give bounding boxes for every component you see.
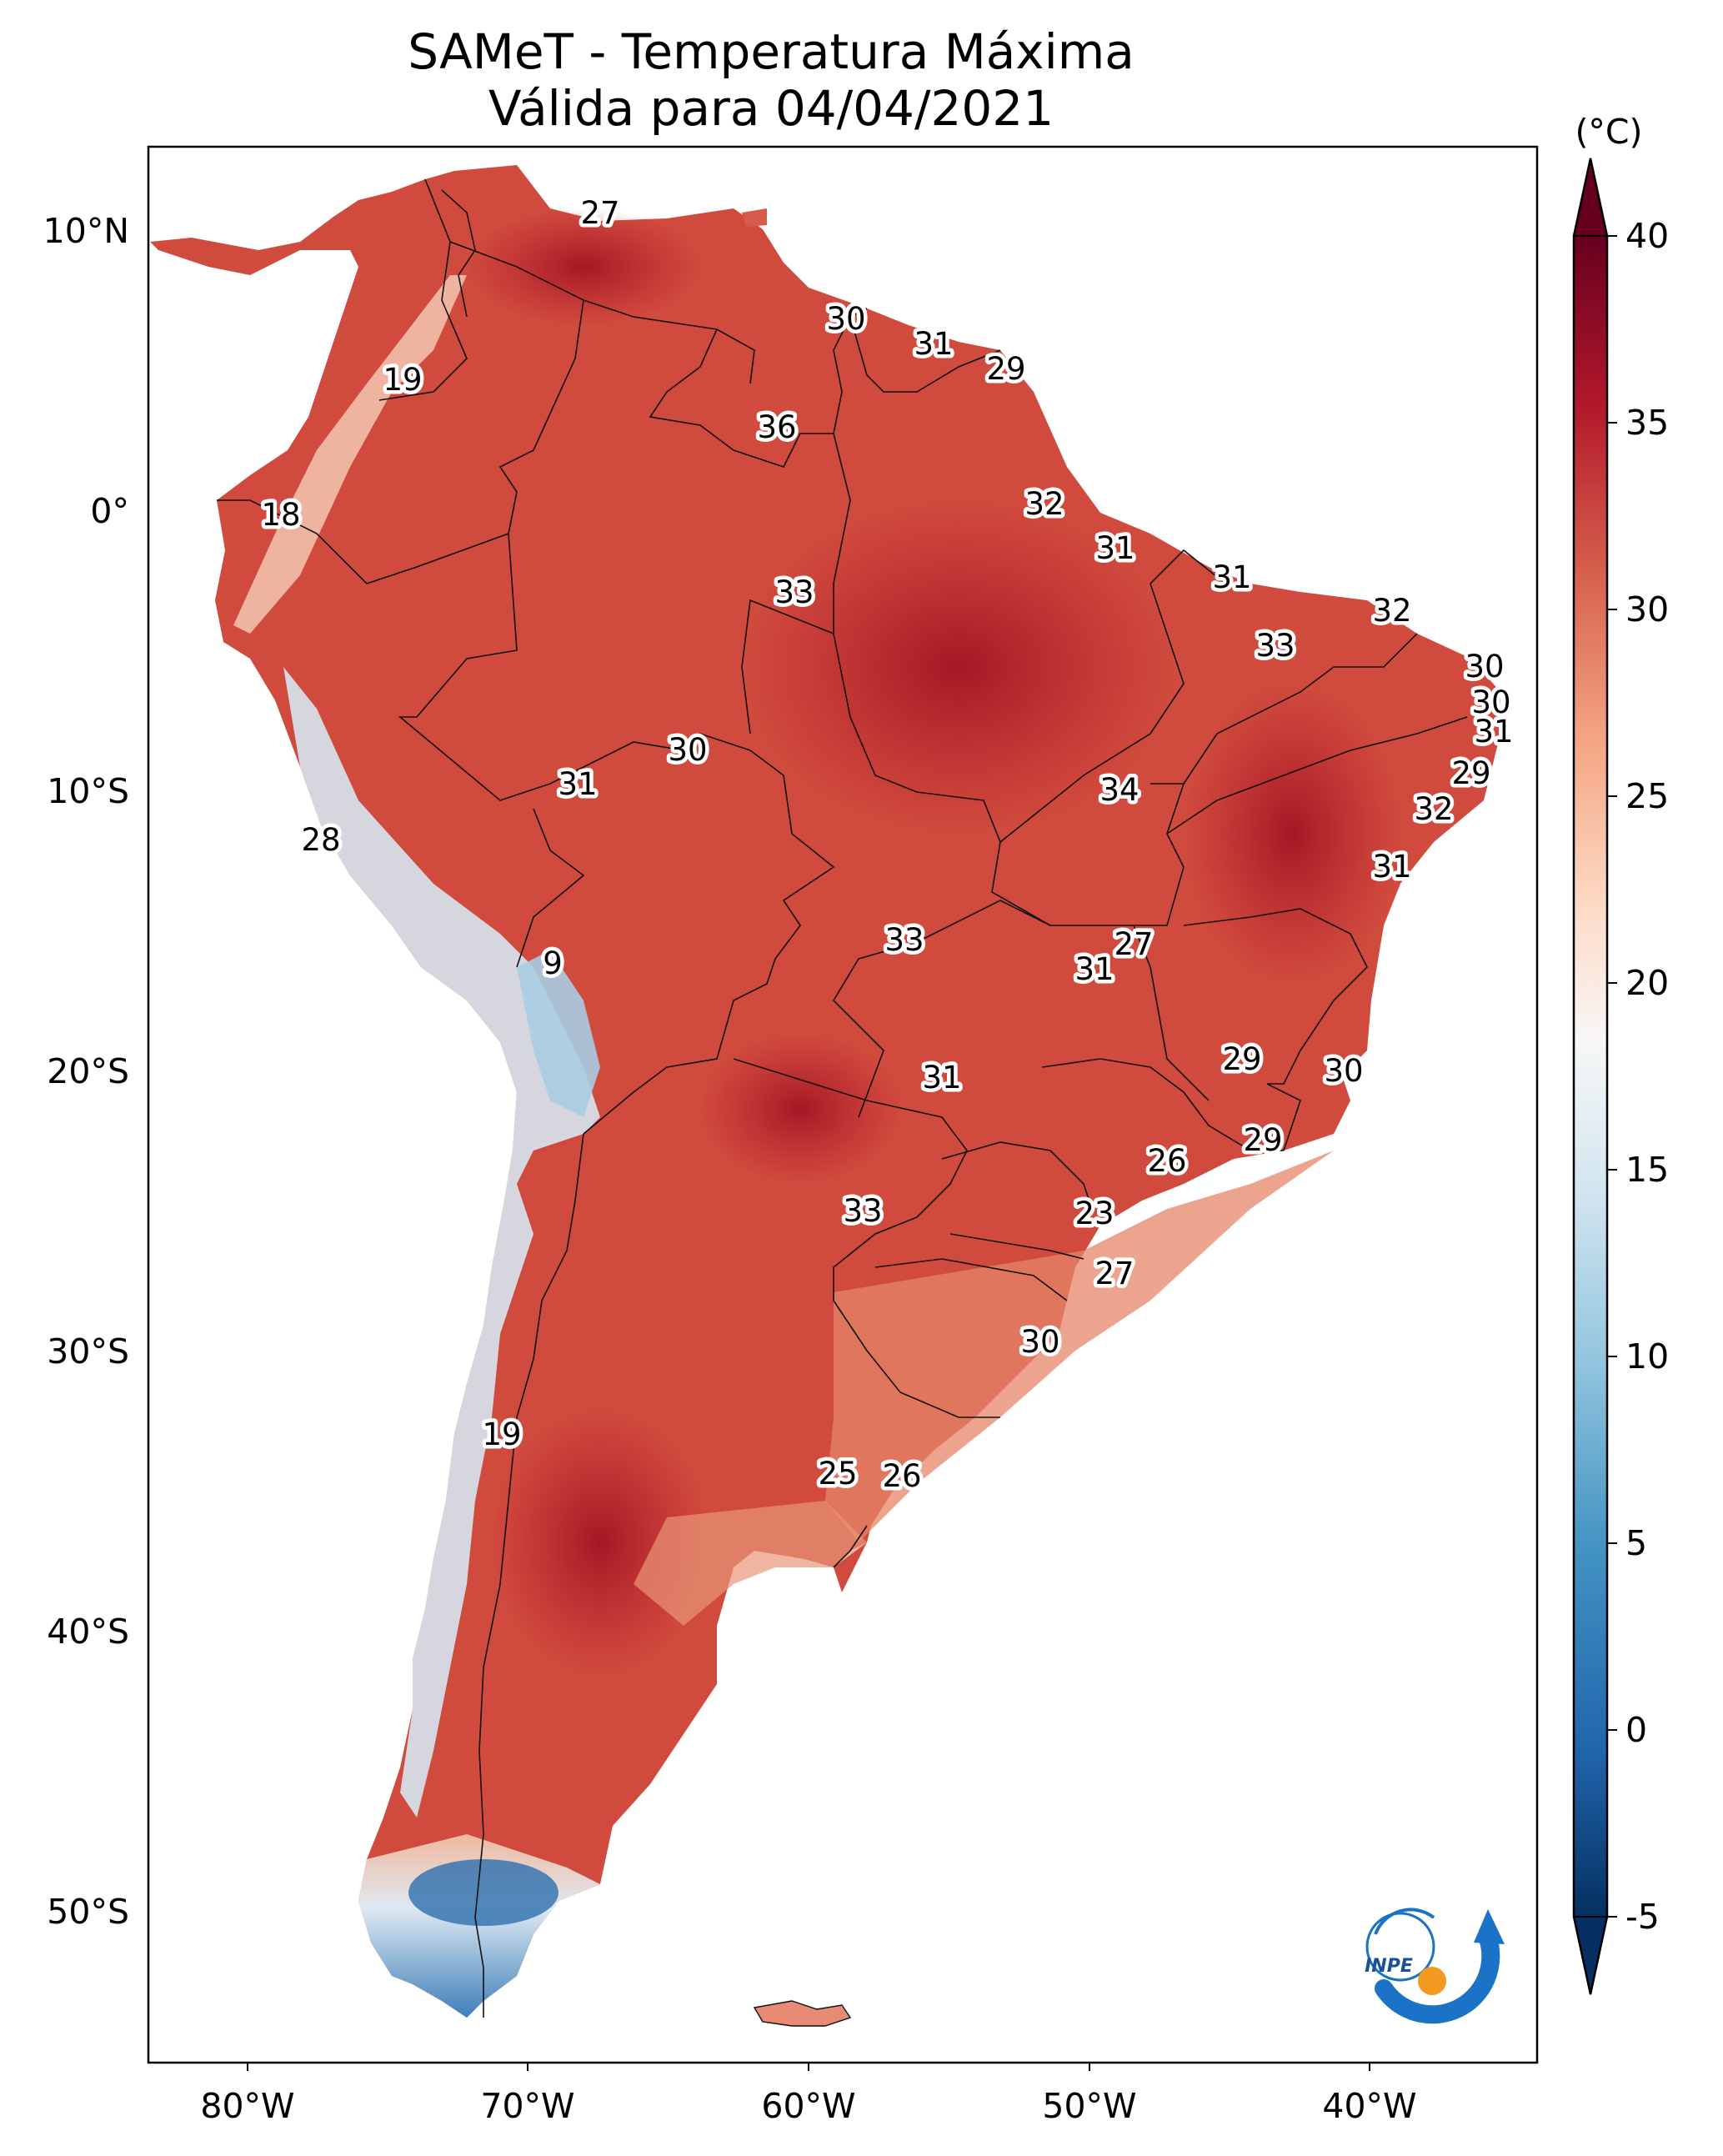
y-tick-label: 0° — [90, 491, 129, 531]
city-label: 32 — [1024, 486, 1064, 522]
andes-cool-zone — [233, 275, 467, 634]
map-title: SAMeT - Temperatura Máxima — [408, 23, 1134, 80]
logo-orange-dot — [1418, 1967, 1446, 1995]
city-label: 23 — [1074, 1196, 1114, 1231]
hot-zone — [1184, 684, 1400, 984]
city-label: 19 — [482, 1416, 521, 1452]
colorbar-tick-label: 30 — [1625, 589, 1669, 629]
x-tick-label: 70°W — [480, 2086, 574, 2126]
city-label: 30 — [1324, 1053, 1363, 1089]
city-label: 19 — [383, 362, 422, 398]
city-label: 25 — [818, 1456, 857, 1492]
city-label: 33 — [884, 922, 924, 958]
city-label: 31 — [914, 326, 953, 362]
y-tick-label: 20°S — [47, 1051, 129, 1091]
y-tick-label: 40°S — [47, 1612, 129, 1652]
city-label: 26 — [882, 1458, 921, 1494]
colorbar-tick-label: 10 — [1625, 1336, 1669, 1376]
city-label: 31 — [558, 766, 597, 802]
colorbar-tick-label: 25 — [1625, 776, 1669, 816]
cold-core — [408, 1859, 558, 1926]
inpe-logo: INPE — [1365, 1908, 1505, 2024]
falkland-islands — [753, 2000, 852, 2027]
colorbar-tick-label: -5 — [1625, 1897, 1660, 1937]
svg-text:INPE: INPE — [1365, 1956, 1413, 1977]
colorbar-min-arrow — [1572, 1916, 1609, 1995]
map-subtitle: Válida para 04/04/2021 — [488, 80, 1054, 137]
colorbar-tick-label: 15 — [1625, 1150, 1669, 1190]
altiplano-cold-zone — [517, 950, 600, 1117]
city-label: 29 — [1243, 1122, 1282, 1158]
x-tick-label: 80°W — [200, 2086, 294, 2126]
city-label: 32 — [1372, 593, 1411, 629]
y-tick-label: 50°S — [47, 1892, 129, 1932]
city-label: 29 — [1222, 1041, 1261, 1077]
colorbar: (°C) 40 35 30 25 20 15 10 5 0 -5 — [1572, 112, 1669, 1995]
city-label: 26 — [1147, 1143, 1186, 1179]
colorbar-tick-label: 40 — [1625, 216, 1669, 256]
city-label: 31 — [922, 1060, 961, 1096]
caribbean-island — [742, 208, 767, 227]
city-label: 18 — [261, 497, 300, 533]
x-axis: 80°W 70°W 60°W 50°W 40°W — [200, 2063, 1417, 2126]
city-label: 27 — [1114, 926, 1153, 962]
mild-zone — [634, 1501, 867, 1626]
city-label: 9 — [543, 945, 563, 981]
hot-zone — [492, 1409, 709, 1676]
colorbar-tick-label: 20 — [1625, 963, 1669, 1003]
y-tick-label: 30°S — [47, 1331, 129, 1371]
city-label: 28 — [301, 822, 340, 858]
colorbar-max-arrow — [1572, 158, 1609, 237]
colorbar-scale — [1574, 236, 1607, 1917]
city-label: 30 — [826, 301, 865, 337]
lake-maracaibo-border — [441, 189, 476, 318]
city-temperature-labels: 27 30 31 29 19 36 32 18 31 33 31 32 33 3… — [258, 192, 1517, 1498]
city-label: 31 — [1372, 849, 1411, 885]
city-label: 30 — [668, 732, 707, 768]
x-tick-label: 60°W — [761, 2086, 855, 2126]
city-label: 36 — [757, 409, 796, 445]
city-label: 33 — [774, 574, 814, 610]
country-borders — [217, 178, 1468, 2018]
y-tick-label: 10°N — [43, 211, 129, 251]
city-label: 29 — [1451, 755, 1490, 791]
city-label: 33 — [843, 1193, 882, 1229]
city-label: 31 — [1095, 530, 1134, 566]
hot-zone — [742, 500, 1175, 834]
city-label: 30 — [1465, 649, 1504, 684]
city-label: 27 — [580, 195, 619, 231]
city-label: 29 — [986, 351, 1025, 387]
city-label: 30 — [1020, 1324, 1059, 1360]
city-label: 32 — [1414, 791, 1453, 827]
x-tick-label: 50°W — [1042, 2086, 1136, 2126]
city-label: 34 — [1099, 772, 1139, 808]
hot-zone — [467, 208, 700, 325]
x-tick-label: 40°W — [1322, 2086, 1416, 2126]
colorbar-tick-label: 0 — [1625, 1710, 1647, 1750]
city-label: 33 — [1255, 628, 1295, 664]
y-tick-label: 10°S — [47, 771, 129, 811]
city-label: 31 — [1074, 951, 1114, 987]
colorbar-unit-label: (°C) — [1575, 112, 1642, 152]
hot-zone — [700, 1034, 900, 1184]
city-label: 31 — [1474, 714, 1513, 750]
city-label: 27 — [1094, 1256, 1134, 1291]
colorbar-tick-label: 35 — [1625, 403, 1669, 443]
city-label: 31 — [1212, 559, 1251, 595]
city-label: 30 — [1471, 684, 1510, 720]
colorbar-tick-label: 5 — [1625, 1523, 1647, 1563]
mild-zone — [825, 1151, 1334, 1542]
y-axis: 10°N 0° 10°S 20°S 30°S 40°S 50°S — [43, 211, 129, 1932]
